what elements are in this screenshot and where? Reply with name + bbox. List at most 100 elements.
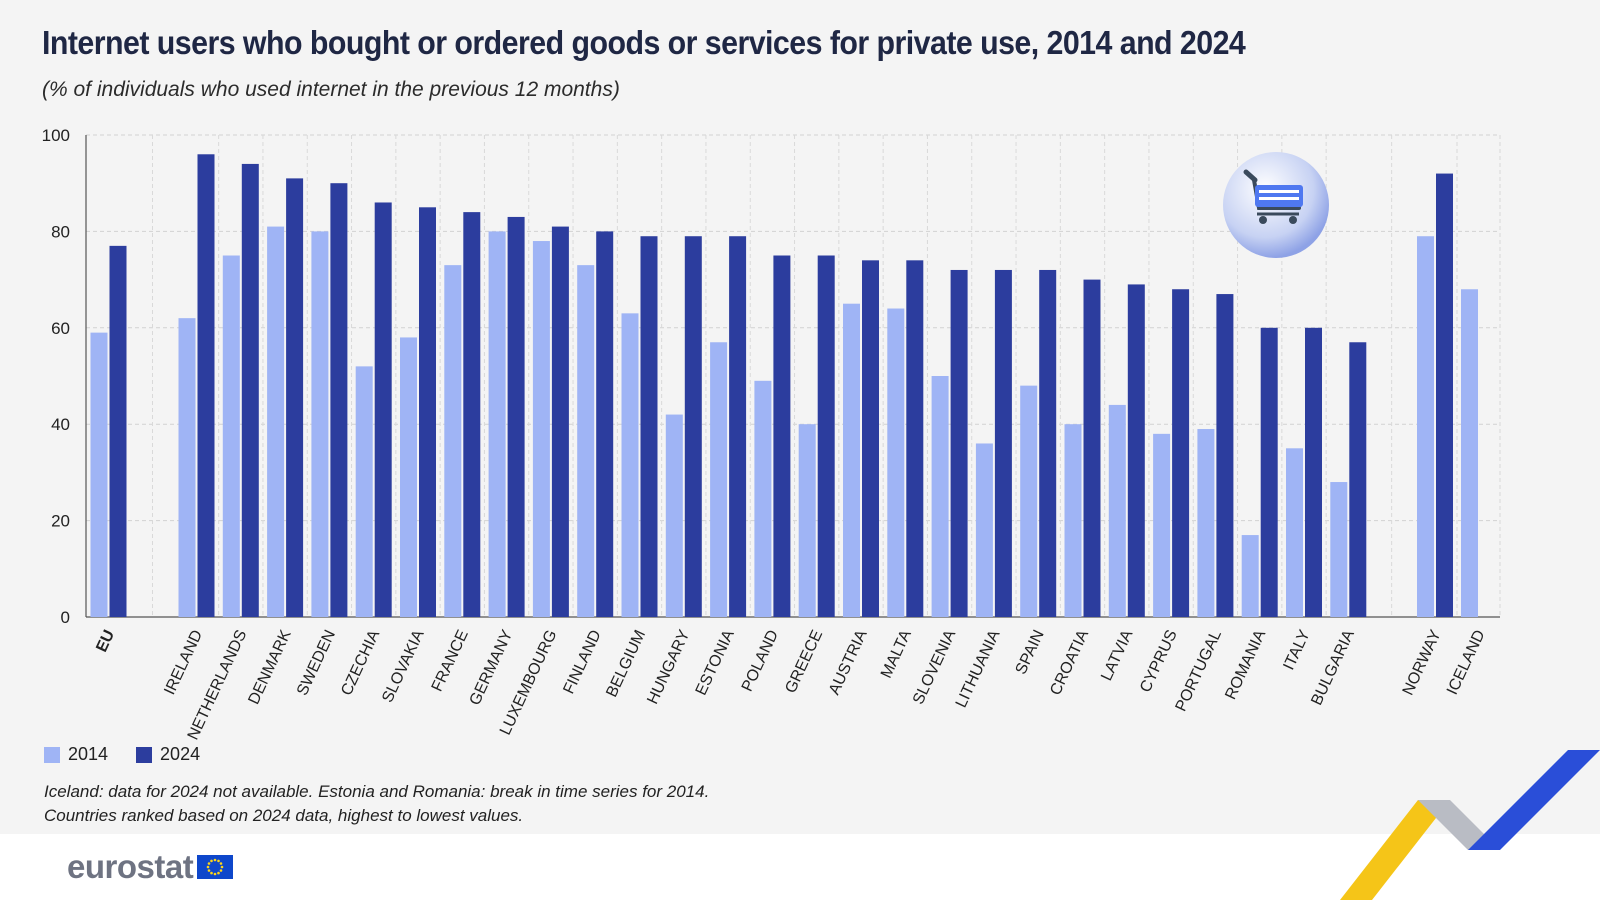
bar-2024-malta [906,260,924,617]
legend-label-2024: 2024 [160,744,201,764]
bar-2024-czechia [374,202,392,618]
bar-2014-malta [887,308,905,617]
bar-2014-italy [1286,448,1303,617]
bar-2024-eu [109,245,127,618]
legend-label-2014: 2014 [68,744,109,764]
bar-2024-cyprus [1172,289,1190,617]
x-tick-label: CROATIA [1047,627,1092,698]
x-tick-label: GERMANY [467,627,517,708]
y-tick-label: 60 [51,319,70,338]
bar-2014-belgium [621,313,639,617]
x-tick-label: POLAND [739,628,782,695]
legend-item-2014: 2014 [44,744,108,765]
bar-2014-lithuania [975,443,993,617]
bar-2024-sweden [330,183,348,617]
x-tick-label: AUSTRIA [826,627,871,697]
x-tick-label: LATVIA [1098,627,1136,683]
bar-2014-denmark [267,226,285,617]
x-tick-label: FINLAND [560,628,604,697]
bar-2024-greece [817,255,835,617]
bar-2024-croatia [1083,279,1101,617]
x-tick-label: NORWAY [1400,627,1445,698]
logo-text: eurostat [67,848,194,885]
bar-2014-cyprus [1153,433,1171,617]
bar-2024-austria [862,260,879,617]
bar-2024-denmark [286,178,304,617]
chart-title: Internet users who bought or ordered goo… [42,24,1246,61]
bar-2024-italy [1305,327,1322,617]
bar-2024-luxembourg [551,226,569,617]
legend-swatch-2024 [136,746,153,763]
footnote-2: Countries ranked based on 2024 data, hig… [44,806,524,825]
y-tick-label: 0 [61,608,70,627]
legend-swatch-2014 [44,746,60,763]
bar-2014-romania [1241,535,1259,617]
bar-2024-romania [1260,327,1278,617]
bar-2024-latvia [1127,284,1145,617]
bar-2024-estonia [729,236,747,617]
bar-2014-iceland [1461,289,1478,617]
bar-2024-germany [507,216,525,617]
bar-2014-luxembourg [532,241,550,618]
y-tick-label: 40 [51,415,70,434]
x-tick-label: MALTA [878,627,915,681]
bar-2014-eu [90,332,108,617]
footnotes: Iceland: data for 2024 not available. Es… [44,780,709,828]
x-tick-label: ITALY [1280,627,1313,673]
bar-2014-germany [488,231,506,617]
x-tick-label: IRELAND [161,628,206,698]
x-tick-label: BULGARIA [1308,627,1358,708]
decorative-chevrons [1340,750,1600,900]
y-tick-label: 80 [51,222,70,241]
x-tick-label: ESTONIA [693,627,738,698]
eurostat-logo: eurostat [67,848,234,886]
legend-item-2024: 2024 [136,744,200,765]
bar-2024-lithuania [994,269,1012,617]
bar-2014-finland [577,265,595,617]
chart-subtitle: (% of individuals who used internet in t… [42,78,620,101]
x-tick-label: EU [93,628,118,655]
bar-2014-sweden [311,231,329,617]
x-tick-label: SLOVENIA [910,627,959,707]
bar-2014-austria [843,303,860,617]
bar-2024-finland [596,231,614,617]
y-tick-label: 20 [51,512,70,531]
x-tick-label: GREECE [782,628,826,696]
bar-2024-portugal [1216,294,1234,617]
bar-2014-spain [1020,385,1038,617]
bar-2024-ireland [197,154,215,617]
x-tick-label: FRANCE [429,628,472,695]
bar-2024-netherlands [241,163,259,618]
bar-2014-estonia [710,342,728,617]
bar-2014-netherlands [222,255,240,617]
x-tick-label: PORTUGAL [1173,627,1226,714]
bar-2024-poland [773,255,791,617]
bar-2014-hungary [665,414,683,617]
shopping-cart-icon [1223,152,1329,258]
bar-2014-norway [1417,236,1434,617]
bar-2024-spain [1039,269,1057,617]
bar-2014-ireland [178,318,196,617]
bar-2024-slovakia [419,207,436,618]
bar-2014-poland [754,380,772,617]
eu-flag-icon [197,855,234,879]
bar-2024-slovenia [950,269,968,617]
bar-2014-france [444,265,462,617]
x-tick-label: BELGIUM [603,628,649,700]
x-tick-label: ICELAND [1444,628,1489,698]
x-tick-label: ROMANIA [1222,627,1269,702]
bar-2024-bulgaria [1349,342,1367,617]
x-tick-label: DENMARK [246,627,295,707]
x-tick-label: SWEDEN [294,628,339,699]
footer-bar [0,834,1600,900]
bar-2014-bulgaria [1330,482,1348,617]
x-tick-label: LITHUANIA [953,627,1004,710]
bar-2014-greece [798,424,816,617]
bar-2024-hungary [684,236,702,617]
bar-2014-croatia [1064,424,1082,617]
bar-2014-slovenia [931,376,949,617]
bar-2024-belgium [640,236,658,617]
bar-2024-norway [1436,173,1453,617]
x-tick-label: CYPRUS [1137,628,1181,696]
